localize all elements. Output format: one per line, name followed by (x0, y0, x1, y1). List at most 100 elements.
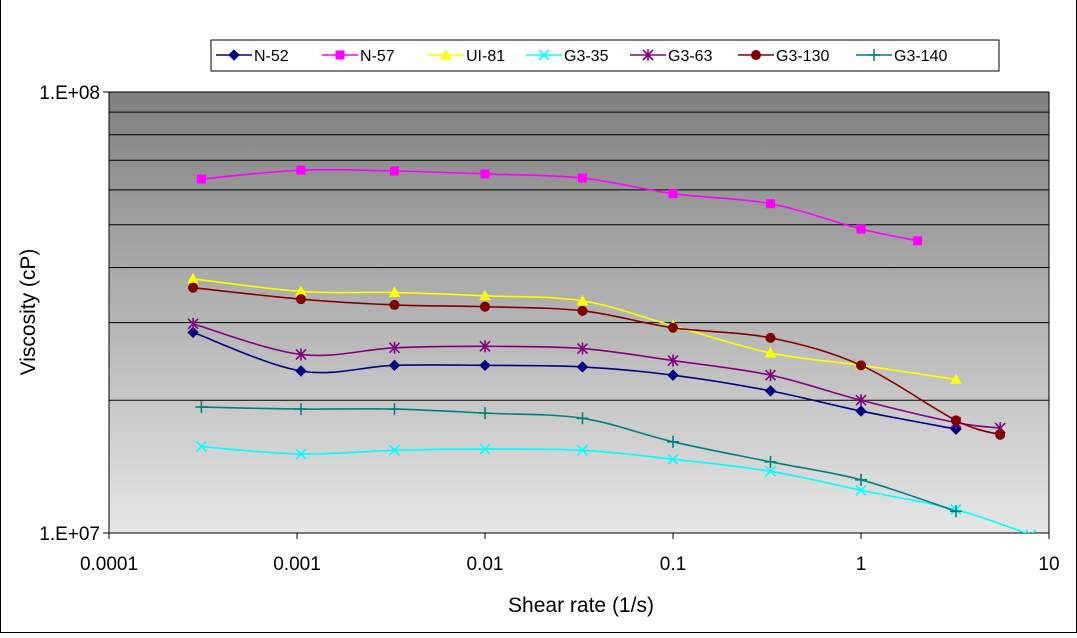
y-tick-label: 1.E+08 (39, 83, 100, 104)
data-point (577, 173, 587, 183)
series-g3-130 (188, 282, 1006, 440)
data-point (667, 354, 679, 367)
series-g3-140 (195, 401, 962, 518)
data-point (667, 435, 679, 448)
data-point (856, 360, 866, 371)
legend-label: UI-81 (466, 48, 505, 65)
legend-entry: G3-35 (526, 48, 609, 65)
data-point (196, 174, 206, 184)
data-point (576, 361, 589, 373)
data-point (296, 165, 306, 175)
data-point (668, 189, 678, 199)
data-point (855, 484, 867, 496)
data-point (388, 444, 401, 456)
x-axis-label: Shear rate (1/s) (508, 594, 654, 617)
data-point (479, 289, 491, 301)
data-point (388, 341, 401, 354)
legend-label: N-52 (254, 48, 289, 65)
data-point (576, 444, 589, 456)
gridlines (109, 91, 1049, 401)
y-axis-label: Viscosity (cP) (17, 249, 40, 376)
data-point (388, 359, 401, 372)
data-point (479, 443, 491, 455)
data-point (389, 166, 399, 176)
x-tick-label: 1 (856, 554, 867, 575)
data-point (187, 326, 199, 339)
series-line (201, 445, 1028, 533)
series-layer (187, 165, 1037, 533)
data-point (295, 448, 307, 460)
data-point (388, 286, 401, 298)
data-point (950, 423, 962, 435)
data-point (950, 415, 961, 426)
legend-label: G3-130 (776, 48, 829, 65)
data-point (949, 505, 962, 518)
x-tick-label: 0.01 (467, 554, 504, 575)
data-point (576, 412, 589, 425)
data-point (855, 394, 867, 407)
data-point (195, 401, 208, 414)
data-point (764, 465, 777, 477)
data-point (195, 441, 207, 453)
legend-entry: G3-140 (856, 48, 947, 65)
x-tick-label: 0.001 (273, 554, 321, 575)
legend-marker (751, 50, 761, 60)
legend-marker (538, 49, 550, 61)
data-point (765, 332, 776, 343)
series-n-57 (196, 165, 923, 246)
legend-entry: UI-81 (428, 48, 505, 65)
data-point (995, 429, 1006, 440)
legend-label: G3-35 (564, 48, 609, 65)
x-tick-label: 0.0001 (80, 554, 138, 575)
data-point (950, 373, 962, 384)
legend-entry: N-52 (216, 48, 289, 65)
data-point (389, 299, 400, 310)
data-point (295, 365, 307, 377)
data-point (388, 403, 401, 416)
data-point (294, 403, 307, 416)
legend-label: G3-140 (894, 48, 947, 65)
data-point (576, 294, 589, 306)
legend-marker (642, 49, 654, 61)
legend-marker (440, 48, 452, 60)
data-point (764, 346, 777, 358)
data-point (479, 407, 491, 420)
data-point (855, 405, 867, 417)
y-tick-label: 1.E+07 (39, 524, 100, 545)
series-line (192, 323, 1001, 429)
data-point (577, 305, 588, 316)
data-point (187, 317, 199, 330)
data-point (764, 455, 777, 468)
data-point (188, 282, 199, 293)
data-point (667, 369, 679, 381)
legend-label: G3-63 (668, 48, 713, 65)
legend-marker (228, 49, 240, 61)
data-point (479, 359, 491, 372)
data-point (480, 169, 490, 179)
legend-entry: N-57 (322, 48, 395, 65)
x-axis-ticks: 0.0001 0.001 0.01 0.1 1 10 (80, 533, 1060, 575)
data-point (667, 453, 679, 465)
data-point (668, 322, 678, 333)
legend-marker (868, 49, 880, 61)
data-point (855, 473, 867, 486)
data-point (764, 369, 777, 382)
data-point (479, 340, 491, 353)
x-tick-label: 10 (1038, 554, 1059, 575)
x-tick-label: 0.1 (660, 554, 686, 575)
data-point (295, 294, 306, 305)
data-point (1025, 529, 1037, 533)
data-point (765, 199, 775, 209)
series-line (201, 168, 918, 242)
data-point (764, 385, 777, 397)
data-point (856, 224, 866, 234)
data-point (913, 236, 923, 246)
series-n-52 (187, 326, 962, 435)
data-point (295, 348, 307, 361)
data-point (480, 301, 490, 312)
series-line (192, 286, 1001, 436)
legend: N-52 N-57 UI-81 G3-35 G3-63 G3-130 G3-140 (210, 39, 1000, 72)
y-axis-ticks: 1.E+07 1.E+08 (39, 83, 109, 545)
